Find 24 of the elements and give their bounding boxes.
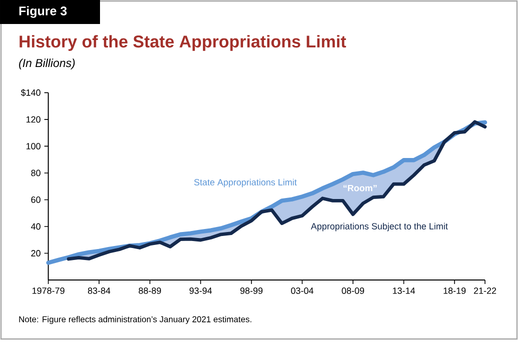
x-tick-label: 88-89 [138, 288, 161, 294]
y-tick-label: $140 [20, 89, 40, 96]
y-tick-label: 120 [26, 116, 40, 123]
x-tick-label: 08-09 [342, 288, 364, 294]
x-tick-label: 13-14 [392, 288, 415, 294]
y-tick-label: 60 [31, 196, 40, 203]
y-tick-label: 20 [31, 250, 40, 256]
x-tick-label: 83-84 [88, 288, 110, 294]
series-label: State Appropriations Limit [194, 178, 297, 188]
x-tick-label: 98-99 [240, 288, 262, 294]
y-tick-label: 40 [30, 223, 40, 230]
annotation: “Room” [343, 184, 377, 192]
text: Note: Figure reflects administration’s January 2021 estimates. [19, 316, 252, 324]
chart-title: History of the State Appropriations Limit [20, 35, 346, 51]
x-tick-label: 1978-79 [32, 288, 64, 294]
series-label: Appropriations Subject to the Limit [310, 222, 448, 232]
x-tick-label: 93-94 [190, 288, 212, 294]
x-tick-label: 18-19 [444, 288, 466, 294]
x-tick-label: 21-22 [474, 288, 496, 294]
y-tick-label: 100 [26, 143, 40, 150]
chart-subtitle: (In Billions) [19, 58, 75, 70]
x-tick-label: 03-04 [291, 288, 314, 294]
y-tick-label: 80 [31, 170, 40, 176]
caption: Figure 3 [19, 6, 67, 18]
